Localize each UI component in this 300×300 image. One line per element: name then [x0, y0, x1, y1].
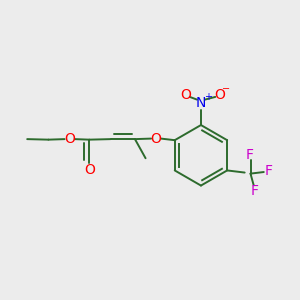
Text: O: O [84, 164, 95, 177]
Text: O: O [214, 88, 225, 102]
Text: F: F [251, 184, 259, 198]
Text: N: N [196, 96, 206, 110]
Text: F: F [265, 164, 273, 178]
Text: +: + [204, 92, 212, 102]
Text: O: O [180, 88, 191, 102]
Text: F: F [245, 148, 253, 162]
Text: O: O [151, 132, 162, 145]
Text: −: − [222, 85, 230, 94]
Text: O: O [64, 132, 75, 146]
